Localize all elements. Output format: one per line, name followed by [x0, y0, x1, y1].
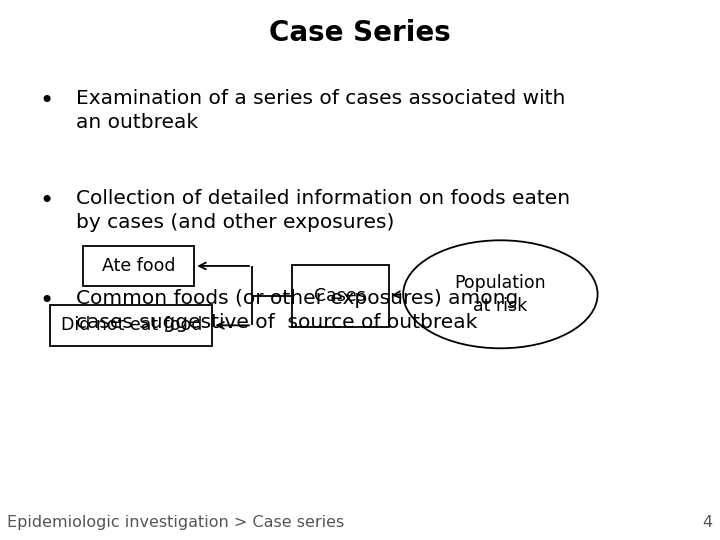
- Text: Common foods (or other exposures) among
cases suggestive of  source of outbreak: Common foods (or other exposures) among …: [76, 289, 518, 332]
- Text: Ate food: Ate food: [102, 257, 176, 275]
- FancyBboxPatch shape: [83, 246, 194, 286]
- Text: Did not eat food: Did not eat food: [60, 316, 202, 334]
- Ellipse shape: [403, 240, 598, 348]
- Text: •: •: [40, 189, 54, 213]
- Text: Epidemiologic investigation > Case series: Epidemiologic investigation > Case serie…: [7, 515, 344, 530]
- Text: Cases: Cases: [314, 287, 366, 305]
- Text: Collection of detailed information on foods eaten
by cases (and other exposures): Collection of detailed information on fo…: [76, 189, 570, 232]
- FancyBboxPatch shape: [50, 305, 212, 346]
- Text: •: •: [40, 89, 54, 113]
- Text: 4: 4: [703, 515, 713, 530]
- Text: •: •: [40, 289, 54, 313]
- FancyBboxPatch shape: [292, 265, 389, 327]
- Text: Examination of a series of cases associated with
an outbreak: Examination of a series of cases associa…: [76, 89, 565, 132]
- Text: Case Series: Case Series: [269, 19, 451, 47]
- Text: Population
at risk: Population at risk: [454, 273, 546, 315]
